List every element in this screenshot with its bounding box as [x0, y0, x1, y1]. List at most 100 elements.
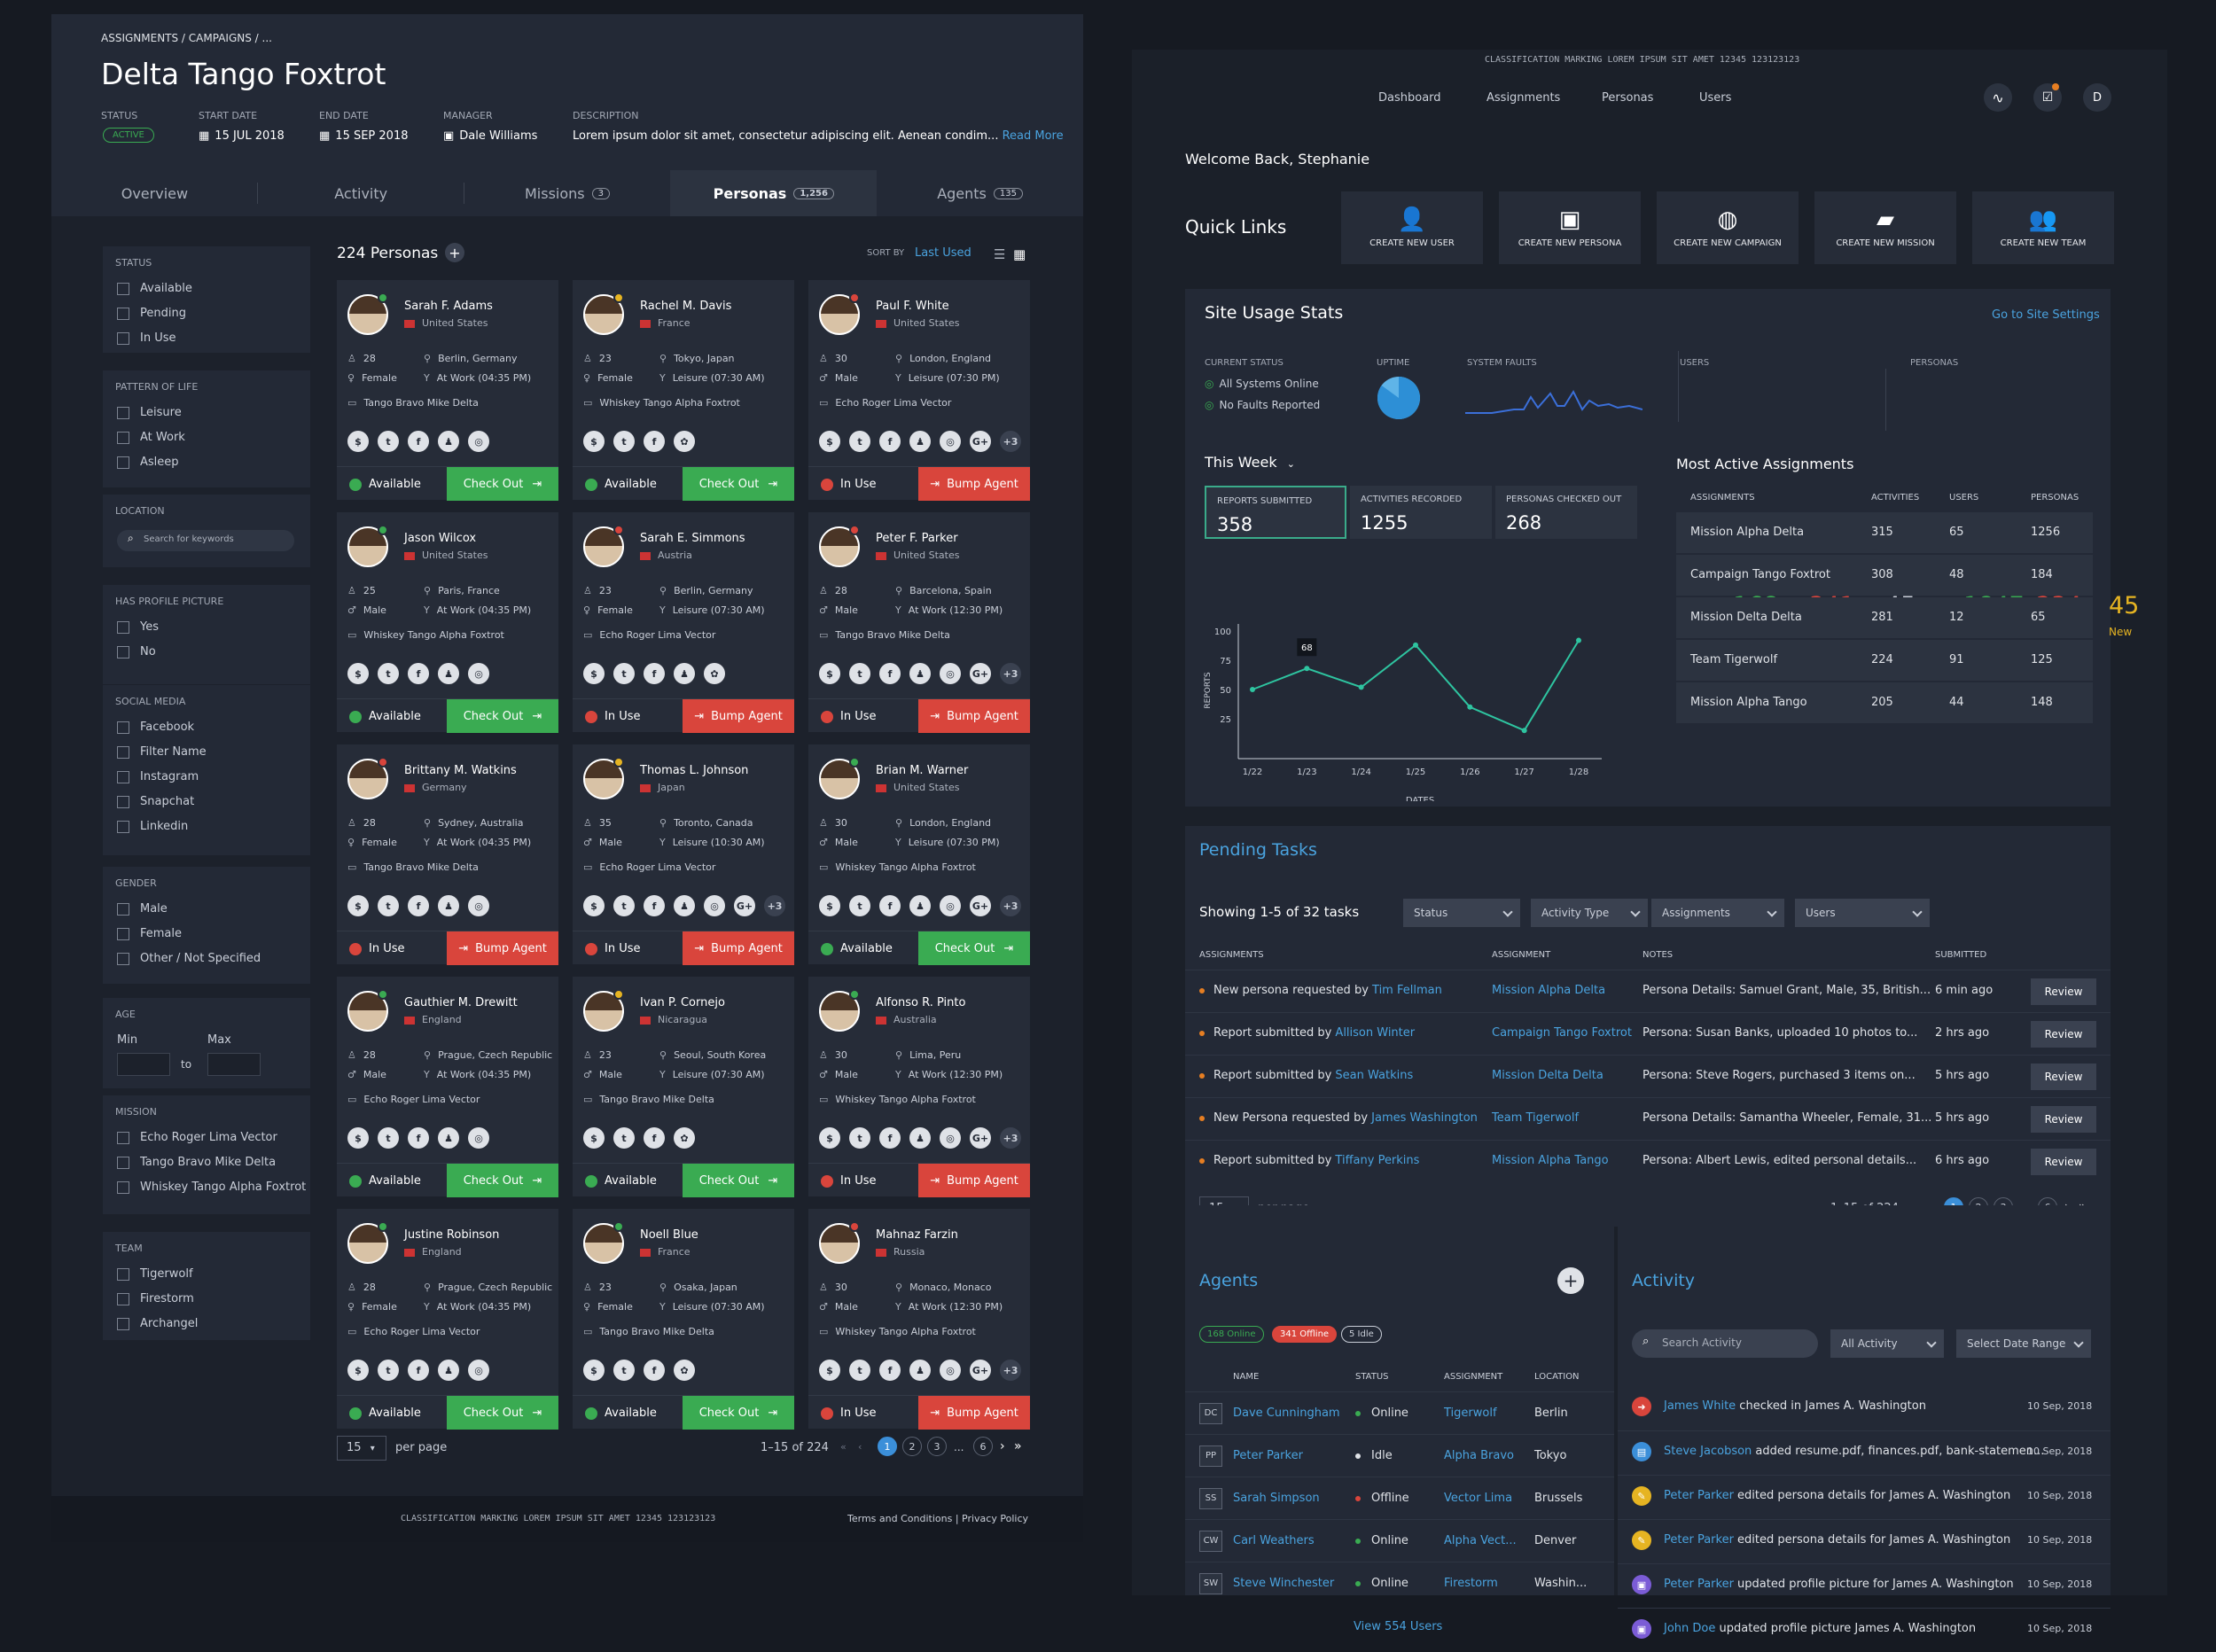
- persona-name[interactable]: Peter F. Parker: [876, 532, 958, 545]
- activity-item[interactable]: ▤ Steve Jacobson added resume.pdf, financ…: [1618, 1430, 2111, 1475]
- age-max-input[interactable]: [207, 1053, 261, 1076]
- next-page-icon[interactable]: ›: [1000, 1439, 1005, 1453]
- filter-option-available[interactable]: Available: [117, 282, 192, 295]
- instagram-icon[interactable]: ◎: [940, 663, 961, 684]
- checkbox[interactable]: [117, 795, 129, 808]
- persona-name[interactable]: Brian M. Warner: [876, 764, 969, 777]
- dollar-icon[interactable]: $: [819, 431, 840, 452]
- check-out-button[interactable]: Check Out ⇥: [447, 467, 558, 501]
- instagram-icon[interactable]: ◎: [940, 1360, 961, 1381]
- twitter-icon[interactable]: t: [378, 1127, 399, 1149]
- persona-name[interactable]: Ivan P. Cornejo: [640, 996, 725, 1009]
- filter-option-tango-bravo-mike-delta[interactable]: Tango Bravo Mike Delta: [117, 1156, 276, 1169]
- twitter-icon[interactable]: t: [613, 431, 635, 452]
- bump-agent-button[interactable]: ⇥ Bump Agent: [918, 1164, 1030, 1197]
- dollar-icon[interactable]: $: [819, 1127, 840, 1149]
- persona-card[interactable]: Rachel M. Davis France ♙ 23 ⚲ Tokyo, Japan ♀ Fe…: [573, 280, 794, 501]
- google-plus-icon[interactable]: G+: [970, 895, 991, 916]
- filter-option-snapchat[interactable]: Snapchat: [117, 795, 194, 808]
- offline-pill[interactable]: 341 Offline: [1272, 1326, 1338, 1343]
- bump-agent-button[interactable]: ⇥ Bump Agent: [918, 699, 1030, 733]
- snapchat-icon[interactable]: ♟: [438, 1360, 459, 1381]
- checkbox[interactable]: [117, 1131, 129, 1144]
- bump-agent-button[interactable]: ⇥ Bump Agent: [918, 1396, 1030, 1430]
- table-row[interactable]: Mission Delta Delta 281 12 65: [1676, 597, 2093, 638]
- bump-agent-button[interactable]: ⇥ Bump Agent: [918, 467, 1030, 501]
- filter-option-other-not-specified[interactable]: Other / Not Specified: [117, 952, 261, 965]
- dollar-icon[interactable]: $: [583, 663, 605, 684]
- table-row[interactable]: Report submitted by Allison Winter Campai…: [1185, 1012, 2111, 1055]
- quick-link-create-new-team[interactable]: 👥 CREATE NEW TEAM: [1972, 191, 2114, 264]
- task-user-link[interactable]: Sean Watkins: [1335, 1069, 1414, 1082]
- instagram-icon[interactable]: ◎: [468, 663, 489, 684]
- persona-card[interactable]: Jason Wilcox United States ♙ 25 ⚲ Paris, Fran…: [337, 512, 558, 733]
- twitter-icon[interactable]: t: [849, 895, 870, 916]
- review-button[interactable]: Review: [2031, 1021, 2096, 1048]
- persona-name[interactable]: Sarah E. Simmons: [640, 532, 745, 545]
- persona-card[interactable]: Ivan P. Cornejo Nicaragua ♙ 23 ⚲ Seoul, South…: [573, 977, 794, 1197]
- facebook-icon[interactable]: f: [408, 663, 429, 684]
- filter-option-firestorm[interactable]: Firestorm: [117, 1292, 194, 1305]
- agent-name-link[interactable]: Peter Parker: [1233, 1449, 1303, 1462]
- persona-card[interactable]: Gauthier M. Drewitt England ♙ 28 ⚲ Prague, Cz…: [337, 977, 558, 1197]
- assignment-link[interactable]: Mission Alpha Delta: [1492, 984, 1606, 997]
- dollar-icon[interactable]: $: [347, 431, 369, 452]
- age-min-input[interactable]: [117, 1053, 170, 1076]
- instagram-icon[interactable]: ◎: [940, 431, 961, 452]
- snapchat-icon[interactable]: ♟: [909, 663, 931, 684]
- facebook-icon[interactable]: f: [408, 1127, 429, 1149]
- dollar-icon[interactable]: $: [347, 1360, 369, 1381]
- assignments-filter[interactable]: Assignments: [1651, 899, 1784, 927]
- assignment-link[interactable]: Mission Delta Delta: [1492, 1069, 1603, 1082]
- avatar[interactable]: [583, 294, 624, 335]
- filter-option-facebook[interactable]: Facebook: [117, 721, 194, 734]
- task-user-link[interactable]: Tim Fellman: [1372, 984, 1442, 997]
- persona-card[interactable]: Brian M. Warner United States ♙ 30 ⚲ London, …: [808, 744, 1030, 965]
- filter-option-pending[interactable]: Pending: [117, 307, 186, 320]
- facebook-icon[interactable]: f: [879, 1360, 901, 1381]
- table-row[interactable]: New Persona requested by James Washingto…: [1185, 1097, 2111, 1140]
- twitter-icon[interactable]: t: [849, 1360, 870, 1381]
- list-view-icon[interactable]: ☰: [994, 246, 1006, 262]
- checkbox[interactable]: [117, 406, 129, 419]
- persona-card[interactable]: Paul F. White United States ♙ 30 ⚲ London, En…: [808, 280, 1030, 501]
- instagram-icon[interactable]: ◎: [468, 431, 489, 452]
- dollar-icon[interactable]: $: [347, 895, 369, 916]
- snapchat-icon[interactable]: ♟: [438, 663, 459, 684]
- persona-name[interactable]: Mahnaz Farzin: [876, 1228, 958, 1242]
- google-plus-icon[interactable]: G+: [970, 431, 991, 452]
- check-out-button[interactable]: Check Out ⇥: [683, 1164, 794, 1197]
- dollar-icon[interactable]: $: [819, 663, 840, 684]
- checkbox[interactable]: [117, 431, 129, 444]
- table-row[interactable]: Mission Alpha Delta 315 65 1256: [1676, 512, 2093, 553]
- agent-assignment-link[interactable]: Alpha Vect...: [1444, 1534, 1517, 1547]
- snapchat-icon[interactable]: ♟: [438, 895, 459, 916]
- filter-option-male[interactable]: Male: [117, 902, 168, 916]
- this-week-dropdown[interactable]: This Week ⌄: [1205, 454, 1295, 471]
- checkbox[interactable]: [117, 927, 129, 940]
- filter-option-linkedin[interactable]: Linkedin: [117, 820, 188, 833]
- add-persona-button[interactable]: +: [445, 243, 464, 262]
- snapchat-icon[interactable]: ♟: [909, 431, 931, 452]
- checkbox[interactable]: [117, 331, 129, 345]
- dollar-icon[interactable]: $: [583, 431, 605, 452]
- check-out-button[interactable]: Check Out ⇥: [447, 699, 558, 733]
- review-button[interactable]: Review: [2031, 1064, 2096, 1090]
- read-more-link[interactable]: Read More: [1002, 129, 1064, 143]
- bump-agent-button[interactable]: ⇥ Bump Agent: [447, 931, 558, 965]
- quick-link-create-new-persona[interactable]: ▣ CREATE NEW PERSONA: [1499, 191, 1641, 264]
- page-1[interactable]: 1: [878, 1437, 897, 1456]
- twitter-icon[interactable]: t: [849, 1127, 870, 1149]
- check-out-button[interactable]: Check Out ⇥: [683, 467, 794, 501]
- instagram-icon[interactable]: ◎: [940, 895, 961, 916]
- activity-user-link[interactable]: Peter Parker: [1664, 1533, 1734, 1547]
- twitter-icon[interactable]: t: [849, 431, 870, 452]
- google-plus-icon[interactable]: G+: [970, 663, 991, 684]
- snapchat-icon[interactable]: ♟: [909, 1127, 931, 1149]
- twitter-icon[interactable]: t: [378, 895, 399, 916]
- facebook-icon[interactable]: f: [879, 663, 901, 684]
- agent-assignment-link[interactable]: Vector Lima: [1444, 1492, 1513, 1505]
- table-row[interactable]: Report submitted by Tiffany Perkins Missi…: [1185, 1140, 2111, 1182]
- review-button[interactable]: Review: [2031, 1149, 2096, 1175]
- snapchat-icon[interactable]: ♟: [674, 663, 695, 684]
